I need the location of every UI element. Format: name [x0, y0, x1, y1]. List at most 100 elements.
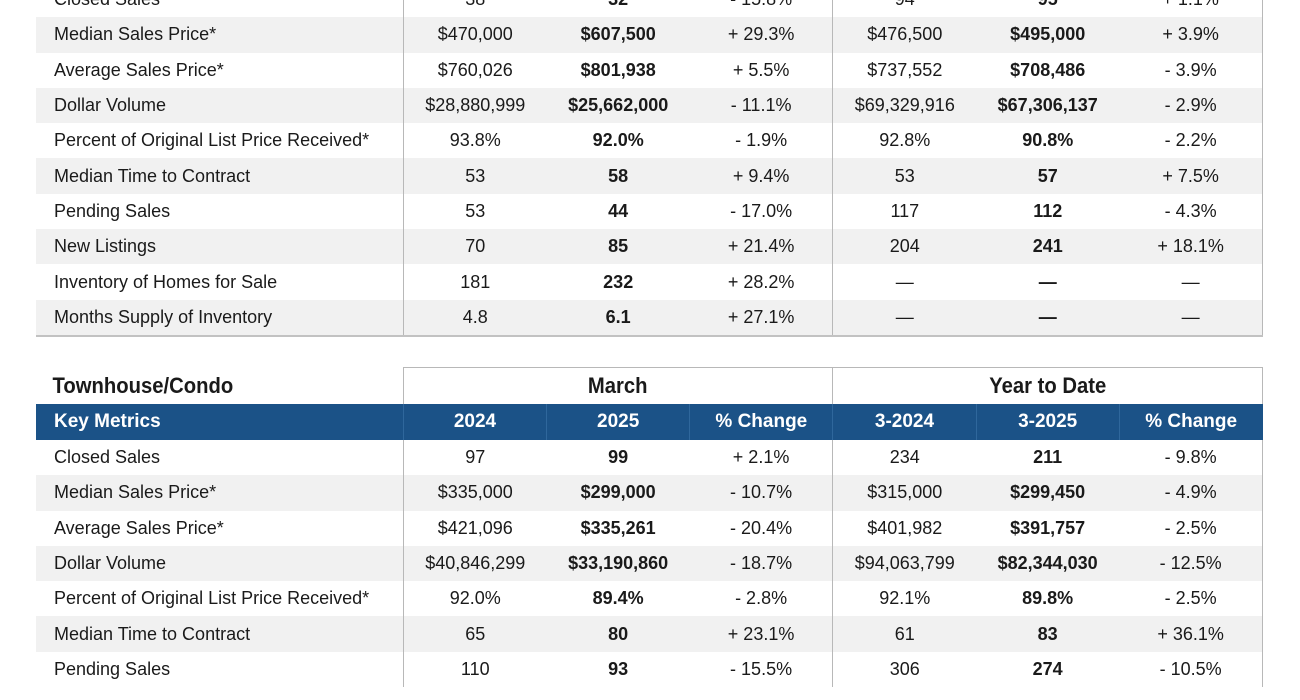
column-header-2024: 2024	[402, 404, 547, 440]
month-2024-value: $335,000	[402, 475, 547, 511]
table-row: Average Sales Price* $760,026 $801,938 + 5.…	[36, 52, 1264, 88]
ytd-2024-value: 234	[832, 440, 977, 476]
month-change-value: + 2.1%	[732, 447, 790, 468]
metric-label: Closed Sales	[54, 447, 161, 468]
month-2024-value: $470,000	[402, 17, 547, 53]
metric-label: New Listings	[36, 229, 404, 265]
metric-label: Median Sales Price*	[36, 17, 404, 53]
month-change-value: - 15.8%	[690, 0, 833, 17]
month-2025-value: $607,500	[546, 17, 690, 53]
ytd-2024-value: $69,329,916	[832, 87, 977, 124]
column-header-3-2025: 3-2025	[975, 404, 1120, 440]
table-row: Average Sales Price* $421,096 $335,261 - 20…	[36, 510, 1264, 546]
ytd-2024-value: 306	[832, 651, 977, 688]
metric-label: Months Supply of Inventory	[36, 299, 404, 336]
month-change-value: - 17.0%	[730, 200, 793, 221]
month-change-value: + 23.1%	[689, 616, 833, 652]
month-2024-value: 181	[402, 264, 547, 300]
ytd-2024-value: $94,063,799	[832, 545, 977, 582]
month-2024-value: $760,026	[402, 52, 547, 88]
month-2025-value: 93	[608, 658, 629, 679]
table-row: New Listings 70 85 + 21.4% 204 241 + 18.1%	[36, 229, 1264, 265]
ytd-2025-value: 89.8%	[1022, 588, 1074, 609]
ytd-2025-value: $495,000	[976, 17, 1120, 53]
month-change-value: + 21.4%	[689, 229, 833, 265]
ytd-change-value: + 36.1%	[1119, 616, 1264, 652]
month-2025-value: $801,938	[580, 59, 656, 80]
month-2025-value: 6.1	[546, 299, 690, 336]
ytd-change-value: —	[1119, 264, 1264, 300]
ytd-change-value: + 18.1%	[1119, 229, 1264, 265]
table-title: Townhouse/Condo	[52, 372, 234, 398]
month-2025-value: 44	[608, 200, 629, 221]
ytd-change-value: + 3.9%	[1119, 17, 1264, 53]
month-2024-value: $40,846,299	[402, 545, 547, 582]
table-row: Median Sales Price* $470,000 $607,500 + 29.…	[36, 17, 1264, 53]
ytd-2025-value: $299,450	[976, 475, 1120, 511]
table-row: Months Supply of Inventory 4.8 6.1 + 27.1% —…	[36, 299, 1264, 336]
ytd-2024-value: $476,500	[832, 17, 977, 53]
ytd-2024-value: —	[832, 299, 977, 336]
metric-label: Median Time to Contract	[36, 616, 404, 652]
month-change-value: + 9.4%	[689, 158, 833, 194]
month-2024-value: 110	[402, 651, 547, 688]
month-2025-value: $33,190,860	[546, 545, 690, 582]
table-row: Dollar Volume $28,880,999 $25,662,000- 11.…	[36, 87, 1264, 124]
ytd-change-value: —	[1119, 299, 1264, 336]
ytd-2025-value: $67,306,137	[976, 87, 1120, 124]
month-2024-value: 4.8	[402, 299, 547, 336]
metric-label: Inventory of Homes for Sale	[54, 271, 278, 292]
ytd-2025-value: —	[1038, 271, 1057, 292]
ytd-change-value: - 10.5%	[1119, 651, 1264, 688]
ytd-change-value: - 9.8%	[1119, 440, 1264, 476]
metric-label: Percent of Original List Price Received*	[54, 130, 370, 151]
month-change-value: - 2.8%	[735, 588, 788, 609]
month-change-value: + 5.5%	[732, 59, 790, 80]
ytd-2024-value: $315,000	[832, 475, 977, 511]
ytd-2025-value: 211	[1033, 447, 1063, 468]
metric-label: Pending Sales	[54, 658, 171, 679]
month-change-value: - 1.9%	[735, 130, 788, 151]
month-2025-value: $335,261	[580, 517, 656, 538]
ytd-change-value: - 4.9%	[1119, 475, 1264, 511]
month-2024-value: 70	[402, 229, 547, 265]
ytd-2024-value: 92.8%	[832, 123, 977, 159]
month-2025-value: 32	[547, 0, 690, 17]
month-2024-value: 38	[402, 0, 547, 18]
single-family-metrics-table: Closed Sales3832- 15.8%9495+ 1.1%Median …	[36, 0, 1264, 337]
month-change-value: - 15.5%	[730, 658, 793, 679]
ytd-2024-value: 53	[832, 158, 977, 194]
ytd-change-value: + 1.1%	[1119, 0, 1264, 18]
ytd-2025-value: 112	[1033, 200, 1063, 221]
ytd-2025-value: 274	[1032, 658, 1063, 679]
metric-label: Closed Sales	[36, 0, 403, 17]
table-row: Closed Sales 97 99 + 2.1% 234 211 - 9.8%	[36, 440, 1264, 476]
month-2024-value: 92.0%	[402, 581, 547, 617]
group-header-month: March	[420, 367, 817, 404]
ytd-change-value: - 2.5%	[1119, 510, 1264, 546]
month-change-value: - 20.4%	[730, 517, 793, 538]
month-2024-value: 93.8%	[402, 123, 547, 159]
ytd-2025-value: 90.8%	[1022, 130, 1074, 151]
ytd-2025-value: 83	[976, 616, 1120, 652]
month-change-value: - 18.7%	[689, 545, 833, 582]
month-change-value: + 29.3%	[689, 17, 833, 53]
table-row: Percent of Original List Price Received*…	[36, 581, 1264, 617]
ytd-2024-value: $737,552	[832, 52, 977, 88]
metric-label: Percent of Original List Price Received*	[54, 588, 370, 609]
ytd-change-value: - 2.5%	[1119, 581, 1264, 617]
month-2024-value: 53	[402, 193, 547, 230]
ytd-change-value: - 12.5%	[1119, 545, 1264, 582]
ytd-change-value: - 2.2%	[1119, 123, 1264, 159]
ytd-2025-value: $708,486	[1010, 59, 1086, 80]
month-2025-value: 232	[603, 271, 634, 292]
column-header-key-metrics: Key Metrics	[36, 404, 404, 440]
metric-label: Dollar Volume	[36, 87, 404, 124]
ytd-change-value: - 2.9%	[1119, 87, 1264, 124]
ytd-2025-value: $391,757	[1010, 517, 1086, 538]
table-row: Pending Sales 110 93 - 15.5% 306 274 - 10.5%	[36, 651, 1264, 688]
month-2025-value: 85	[546, 229, 690, 265]
metric-label: Average Sales Price*	[54, 59, 224, 80]
month-change-value: - 10.7%	[689, 475, 833, 511]
ytd-change-value: - 4.3%	[1119, 193, 1264, 230]
